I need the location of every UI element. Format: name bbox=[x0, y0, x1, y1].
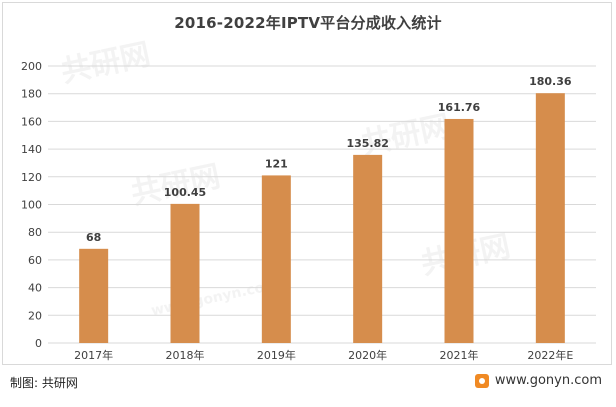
bar bbox=[261, 175, 291, 343]
chart-title: 2016-2022年IPTV平台分成收入统计 bbox=[174, 14, 442, 32]
data-label: 180.36 bbox=[529, 75, 572, 88]
y-tick-label: 20 bbox=[28, 309, 42, 322]
data-label: 121 bbox=[265, 157, 288, 170]
gonyn-logo-icon bbox=[474, 373, 489, 388]
y-tick-label: 180 bbox=[21, 88, 42, 101]
website-footer: www.gonyn.com bbox=[474, 373, 602, 388]
bar bbox=[170, 203, 200, 343]
x-tick-label: 2019年 bbox=[257, 348, 296, 362]
y-tick-label: 0 bbox=[35, 337, 42, 350]
x-tick-label: 2022年E bbox=[527, 348, 573, 362]
bar bbox=[444, 118, 474, 343]
x-tick-label: 2021年 bbox=[440, 348, 479, 362]
data-label: 100.45 bbox=[164, 186, 206, 199]
y-tick-label: 80 bbox=[28, 226, 42, 239]
data-label: 161.76 bbox=[438, 101, 481, 114]
x-tick-label: 2020年 bbox=[348, 348, 387, 362]
x-tick-label: 2018年 bbox=[166, 348, 205, 362]
website-link[interactable]: www.gonyn.com bbox=[494, 373, 602, 388]
data-label: 135.82 bbox=[346, 137, 388, 150]
bar bbox=[353, 154, 383, 343]
bar bbox=[535, 93, 565, 343]
source-label: 制图: 共研网 bbox=[10, 376, 78, 390]
x-tick-label: 2017年 bbox=[74, 348, 113, 362]
y-tick-label: 60 bbox=[28, 254, 42, 267]
y-tick-label: 160 bbox=[21, 115, 42, 128]
y-tick-label: 40 bbox=[28, 282, 42, 295]
y-tick-label: 140 bbox=[21, 143, 42, 156]
data-label: 68 bbox=[86, 231, 101, 244]
y-tick-label: 200 bbox=[21, 60, 42, 73]
bar bbox=[79, 248, 109, 343]
y-tick-label: 100 bbox=[21, 199, 42, 212]
y-tick-label: 120 bbox=[21, 171, 42, 184]
